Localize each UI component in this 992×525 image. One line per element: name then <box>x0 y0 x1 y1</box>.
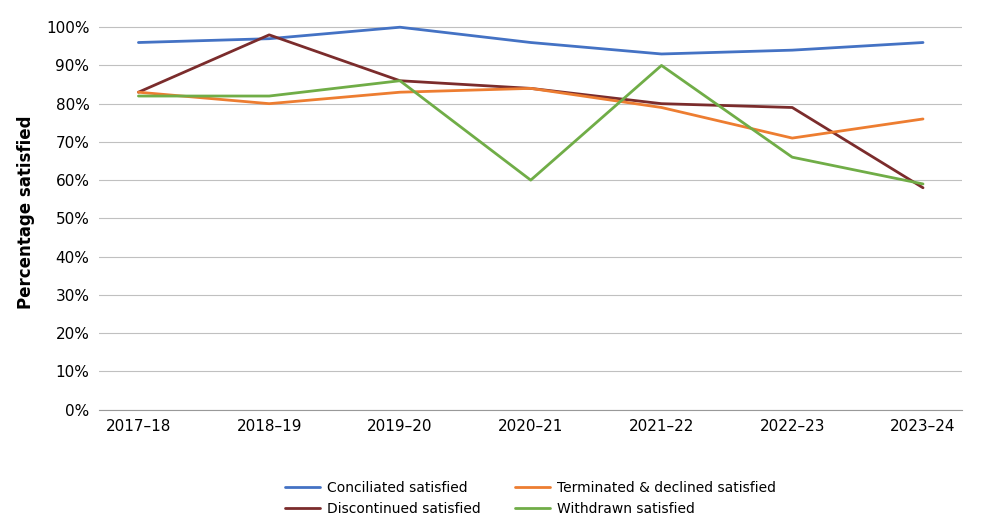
Terminated & declined satisfied <box>263 100 275 107</box>
Line: Withdrawn satisfied: Withdrawn satisfied <box>139 66 923 184</box>
Line: Discontinued satisfied: Discontinued satisfied <box>139 35 923 188</box>
Legend: Conciliated satisfied, Discontinued satisfied, Terminated & declined satisfied, : Conciliated satisfied, Discontinued sati… <box>280 476 782 521</box>
Terminated & declined satisfied <box>133 89 145 96</box>
Conciliated satisfied <box>525 39 537 46</box>
Terminated & declined satisfied <box>656 104 668 111</box>
Conciliated satisfied <box>263 36 275 42</box>
Conciliated satisfied <box>787 47 799 54</box>
Conciliated satisfied <box>133 39 145 46</box>
Withdrawn satisfied <box>133 93 145 99</box>
Terminated & declined satisfied <box>787 135 799 141</box>
Withdrawn satisfied <box>263 93 275 99</box>
Terminated & declined satisfied <box>917 116 929 122</box>
Withdrawn satisfied <box>656 62 668 69</box>
Conciliated satisfied <box>656 51 668 57</box>
Discontinued satisfied <box>787 104 799 111</box>
Line: Conciliated satisfied: Conciliated satisfied <box>139 27 923 54</box>
Withdrawn satisfied <box>787 154 799 160</box>
Y-axis label: Percentage satisfied: Percentage satisfied <box>17 116 35 309</box>
Discontinued satisfied <box>917 185 929 191</box>
Terminated & declined satisfied <box>394 89 406 96</box>
Discontinued satisfied <box>133 89 145 96</box>
Discontinued satisfied <box>394 78 406 84</box>
Discontinued satisfied <box>525 85 537 91</box>
Discontinued satisfied <box>263 32 275 38</box>
Line: Terminated & declined satisfied: Terminated & declined satisfied <box>139 88 923 138</box>
Withdrawn satisfied <box>525 177 537 183</box>
Terminated & declined satisfied <box>525 85 537 91</box>
Conciliated satisfied <box>394 24 406 30</box>
Conciliated satisfied <box>917 39 929 46</box>
Withdrawn satisfied <box>394 78 406 84</box>
Withdrawn satisfied <box>917 181 929 187</box>
Discontinued satisfied <box>656 100 668 107</box>
